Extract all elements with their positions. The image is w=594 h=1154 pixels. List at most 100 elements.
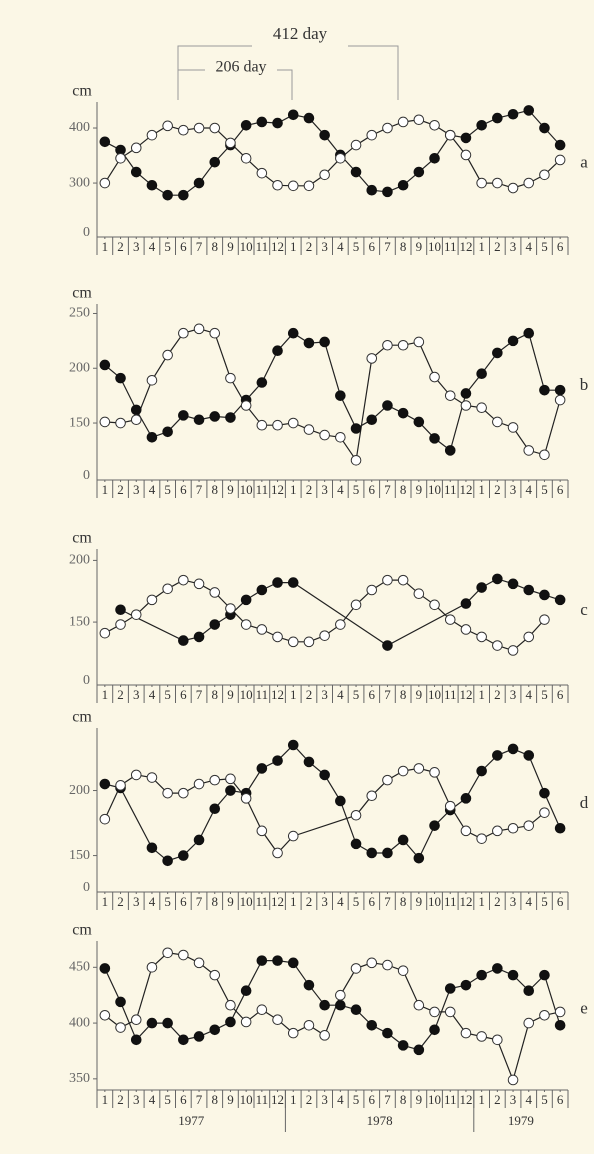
data-point [523, 1017, 535, 1029]
data-point [335, 795, 346, 807]
x-tick-label: 2 [306, 894, 313, 909]
x-tick-label: 9 [227, 482, 234, 497]
data-point [99, 416, 111, 428]
x-tick-label: 1 [478, 1092, 485, 1107]
x-tick-label: 5 [164, 482, 171, 497]
x-tick-label: 12 [459, 1092, 472, 1107]
data-point [287, 577, 299, 588]
data-point [256, 955, 268, 966]
data-point [162, 855, 173, 867]
x-tick-label: 3 [133, 894, 140, 909]
data-point [335, 999, 346, 1011]
data-point [178, 410, 189, 421]
data-point [507, 182, 519, 194]
x-tick-label: 12 [459, 894, 472, 909]
x-tick-label: 1 [478, 687, 485, 702]
x-tick-label: 10 [428, 687, 441, 702]
data-point [523, 631, 535, 643]
data-point [492, 750, 503, 761]
x-tick-label: 2 [306, 239, 313, 254]
x-tick-label: 3 [321, 239, 328, 254]
data-point [507, 578, 519, 590]
data-point [476, 969, 487, 981]
x-tick-label: 6 [557, 482, 564, 497]
data-point [476, 368, 487, 380]
data-point [429, 119, 440, 131]
x-tick-label: 10 [240, 687, 253, 702]
data-point [115, 1022, 126, 1033]
data-point [460, 132, 472, 144]
data-point [272, 419, 283, 431]
data-point [444, 614, 456, 625]
data-point [539, 449, 550, 461]
data-point [382, 640, 393, 651]
data-point [397, 965, 409, 976]
data-point [146, 842, 158, 854]
y-axis-label: cm [72, 83, 92, 100]
x-tick-label: 2 [117, 687, 124, 702]
x-tick-label: 4 [149, 239, 156, 254]
x-tick-label: 6 [557, 239, 564, 254]
data-point [335, 989, 346, 1001]
data-point [99, 778, 111, 790]
data-point [225, 773, 236, 785]
x-tick-label: 1 [290, 482, 297, 497]
x-tick-label: 8 [400, 482, 407, 497]
x-tick-label: 10 [428, 482, 441, 497]
data-point [554, 822, 566, 834]
data-point [429, 433, 440, 444]
data-point [287, 109, 299, 121]
data-point [193, 414, 205, 426]
data-point [429, 599, 440, 611]
x-tick-label: 8 [400, 1092, 407, 1107]
y-tick-label: 150 [69, 415, 90, 430]
data-point [413, 336, 425, 348]
x-tick-label: 11 [256, 687, 269, 702]
data-point [319, 999, 330, 1011]
data-point [554, 1006, 566, 1018]
data-point [99, 963, 111, 974]
data-point [225, 412, 236, 423]
data-point [146, 772, 158, 783]
data-point [193, 631, 205, 643]
y-tick-label: 400 [69, 1015, 90, 1030]
x-tick-label: 8 [400, 894, 407, 909]
label-bg [205, 58, 277, 80]
x-tick-label: 3 [510, 1092, 517, 1107]
x-tick-label: 3 [321, 1092, 328, 1107]
x-tick-label: 4 [337, 1092, 344, 1107]
data-point [539, 384, 550, 396]
data-point [287, 180, 299, 192]
y-tick-label: 0 [83, 468, 90, 483]
x-tick-label: 1 [290, 894, 297, 909]
x-tick-label: 12 [459, 239, 472, 254]
data-point [397, 339, 409, 351]
data-point [350, 454, 362, 466]
x-tick-label: 7 [196, 894, 203, 909]
data-point [413, 416, 425, 428]
data-point [178, 124, 189, 136]
x-tick-label: 9 [416, 482, 423, 497]
y-tick-label: 0 [83, 673, 90, 688]
data-point [162, 787, 173, 799]
data-point [287, 957, 299, 969]
data-point [429, 820, 440, 831]
data-point [366, 184, 378, 196]
x-tick-label: 8 [400, 687, 407, 702]
data-point [193, 177, 205, 189]
year-label: 1979 [508, 1113, 534, 1128]
data-point [303, 337, 315, 349]
data-point [319, 169, 330, 181]
x-tick-label: 1 [478, 239, 485, 254]
x-tick-label: 7 [384, 687, 391, 702]
x-tick-label: 1 [102, 894, 109, 909]
data-point [256, 1004, 268, 1015]
data-point [146, 129, 158, 141]
data-point [397, 116, 409, 128]
data-point [413, 763, 425, 774]
x-tick-label: 4 [149, 482, 156, 497]
data-point [99, 177, 111, 189]
data-point [444, 129, 456, 141]
data-point [350, 423, 362, 434]
